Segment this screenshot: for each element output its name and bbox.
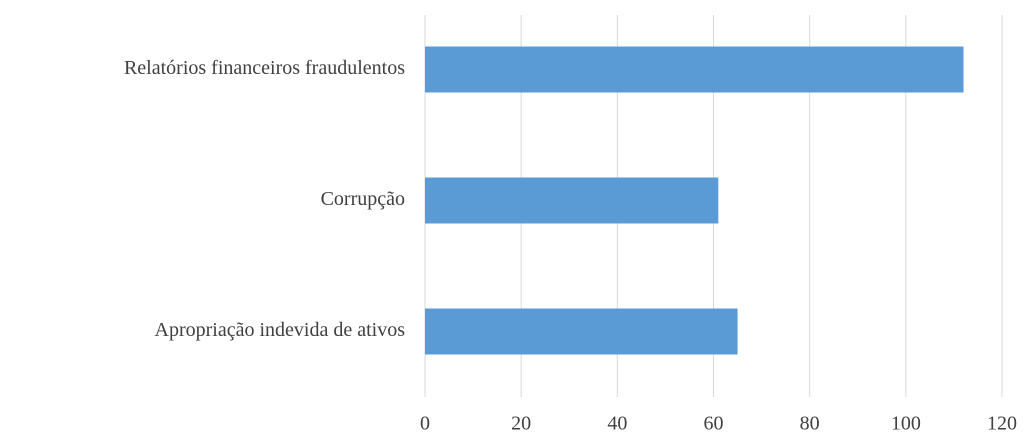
x-tick-label: 0	[420, 413, 430, 435]
y-tick-label: Apropriação indevida de ativos	[155, 319, 406, 341]
bar	[425, 308, 738, 355]
x-tick-label: 120	[987, 413, 1017, 435]
bar	[425, 46, 964, 93]
x-tick-label: 20	[511, 413, 531, 435]
y-tick-label: Corrupção	[321, 188, 405, 210]
bar	[425, 177, 719, 224]
x-tick-label: 80	[800, 413, 820, 435]
x-tick-label: 60	[704, 413, 724, 435]
x-tick-label: 100	[891, 413, 921, 435]
y-tick-label: Relatórios financeiros fraudulentos	[124, 57, 405, 79]
x-tick-label: 40	[607, 413, 627, 435]
